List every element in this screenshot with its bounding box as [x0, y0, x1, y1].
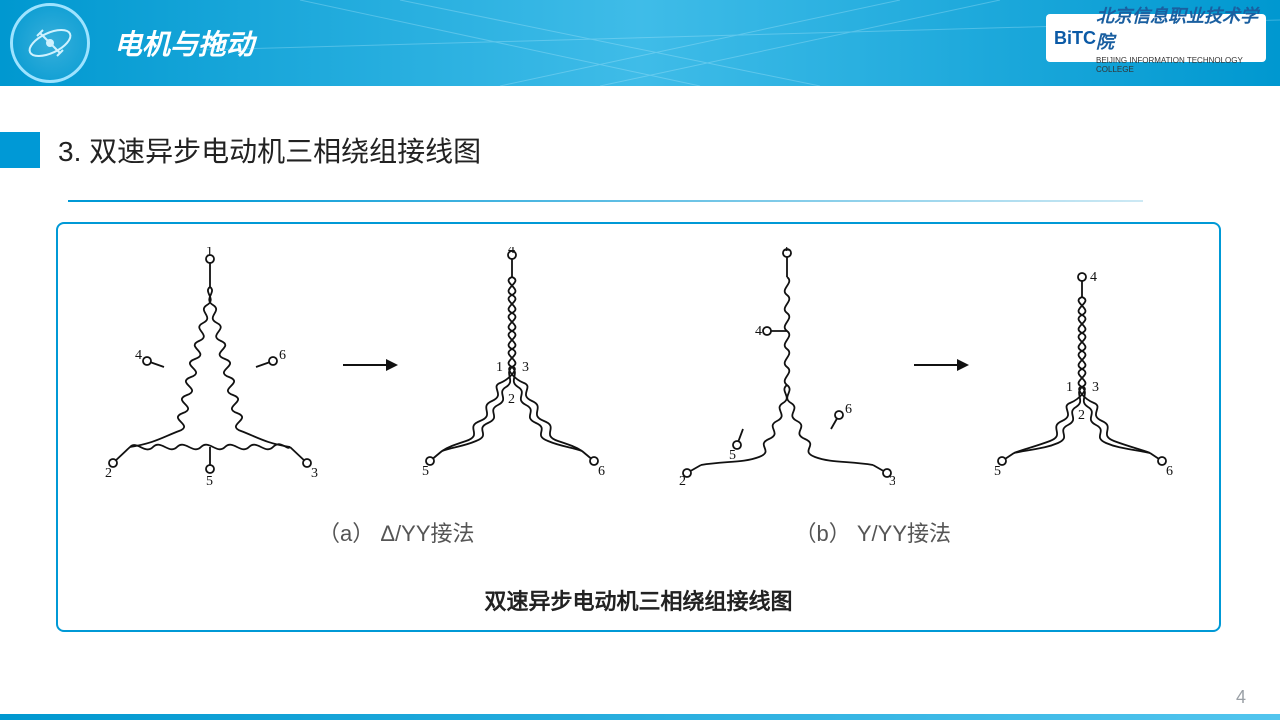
course-title: 电机与拖动: [114, 23, 254, 63]
subcaption-b: （b） Y/YY接法: [795, 516, 951, 548]
svg-text:4: 4: [508, 247, 515, 257]
diagram-caption: 双速异步电动机三相绕组接线图: [88, 584, 1189, 616]
slide-header: 电机与拖动 BiTC 北京信息职业技术学院 BEIJING INFORMATIO…: [0, 0, 1280, 86]
svg-text:4: 4: [135, 348, 142, 363]
section-number: 3.: [58, 136, 81, 167]
subcaption-a: （a） Δ/YY接法: [318, 516, 475, 548]
svg-text:1: 1: [206, 247, 213, 259]
svg-text:1: 1: [496, 360, 503, 375]
svg-text:3: 3: [1092, 380, 1099, 395]
section-heading: 双速异步电动机三相绕组接线图: [89, 136, 481, 167]
satellite-logo-icon: [10, 3, 90, 83]
svg-text:1: 1: [1066, 380, 1073, 395]
college-name-en: BEIJING INFORMATION TECHNOLOGY COLLEGE: [1096, 56, 1266, 74]
section-divider: [68, 200, 1143, 202]
diagram-delta: 1 2 3 4 6 5: [95, 247, 325, 492]
svg-text:6: 6: [279, 348, 286, 363]
svg-text:3: 3: [522, 360, 529, 375]
svg-text:6: 6: [598, 464, 605, 479]
section-accent-bar: [0, 132, 40, 168]
section-title: 3. 双速异步电动机三相绕组接线图: [58, 130, 481, 170]
subcaption-row: （a） Δ/YY接法 （b） Y/YY接法: [88, 516, 1189, 548]
diagram-y: 1 2 3 4 5 6: [665, 247, 895, 492]
svg-text:5: 5: [422, 464, 429, 479]
section-title-row: 3. 双速异步电动机三相绕组接线图: [0, 130, 1230, 170]
arrow-b: [909, 247, 969, 492]
svg-text:5: 5: [729, 448, 736, 463]
svg-text:2: 2: [1078, 408, 1085, 423]
slide-content: 3. 双速异步电动机三相绕组接线图: [0, 86, 1280, 632]
diagrams-row: 1 2 3 4 6 5: [88, 242, 1189, 492]
diagram-container: 1 2 3 4 6 5: [56, 222, 1221, 632]
svg-text:6: 6: [845, 402, 852, 417]
svg-text:5: 5: [994, 464, 1001, 479]
svg-text:1: 1: [783, 247, 790, 255]
college-logo: BiTC 北京信息职业技术学院 BEIJING INFORMATION TECH…: [1046, 14, 1266, 62]
svg-text:5: 5: [206, 474, 213, 487]
svg-text:3: 3: [311, 466, 318, 481]
college-name-cn: 北京信息职业技术学院: [1096, 2, 1266, 54]
bottom-accent-bar: [0, 714, 1280, 720]
arrow-a: [338, 247, 398, 492]
svg-text:6: 6: [1166, 464, 1173, 479]
svg-text:2: 2: [105, 466, 112, 481]
svg-text:3: 3: [889, 474, 895, 487]
svg-text:4: 4: [755, 324, 762, 339]
diagram-yy-a: 4 1 3 2 5 6: [412, 247, 612, 492]
svg-text:4: 4: [1090, 270, 1097, 285]
bitc-text: BiTC: [1054, 28, 1096, 49]
svg-text:2: 2: [508, 392, 515, 407]
diagram-yy-b: 4 1 3 2 5 6: [982, 247, 1182, 492]
svg-text:2: 2: [679, 474, 686, 487]
page-number: 4: [1236, 687, 1246, 708]
